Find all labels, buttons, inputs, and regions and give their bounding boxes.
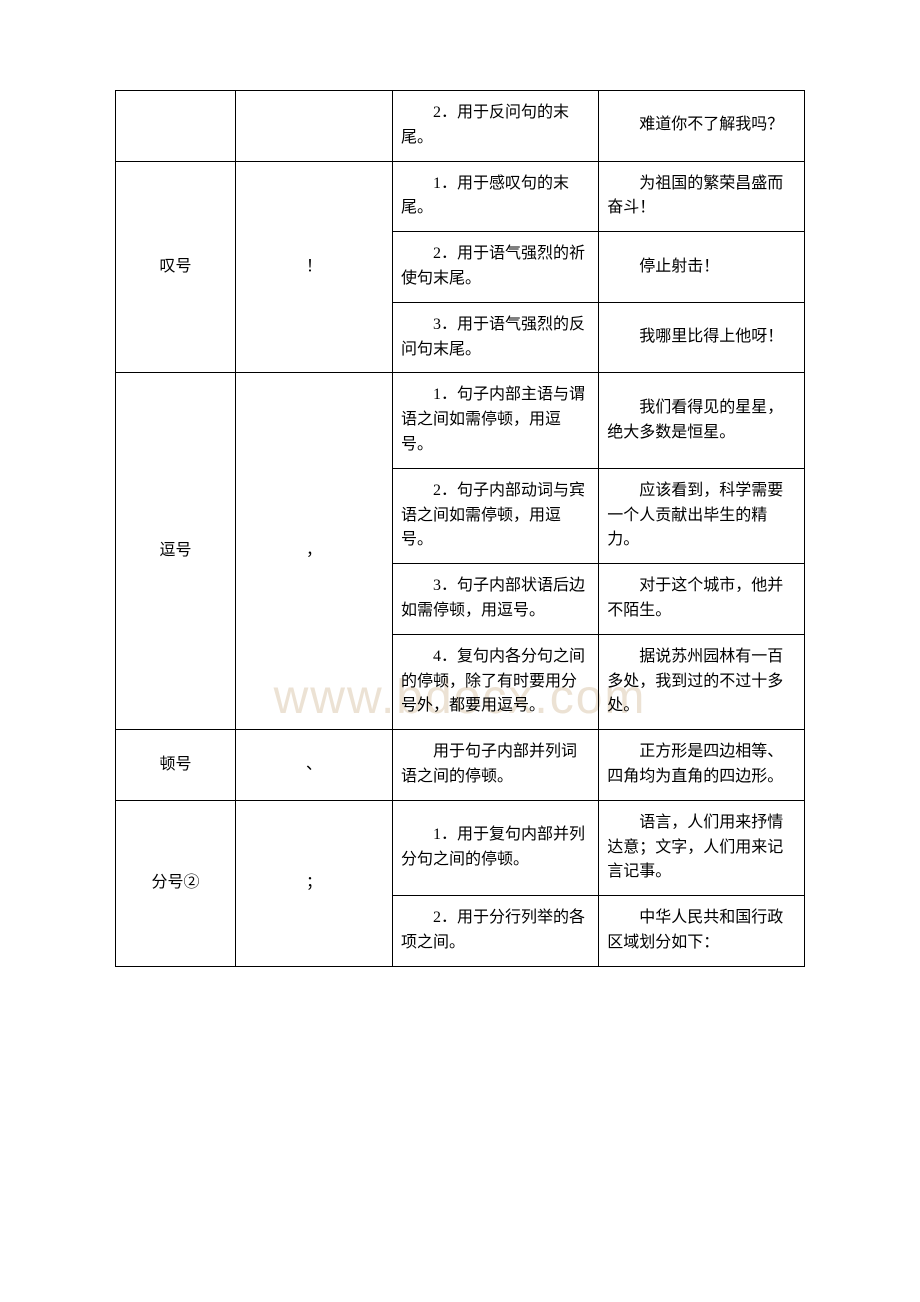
cell-example: 据说苏州园林有一百多处，我到过的不过十多处。 bbox=[599, 634, 805, 729]
cell-name bbox=[116, 91, 236, 162]
cell-symbol: ！ bbox=[236, 161, 393, 373]
cell-usage: 2．用于反问句的末尾。 bbox=[393, 91, 599, 162]
cell-example: 我哪里比得上他呀！ bbox=[599, 302, 805, 373]
table-row: 2．用于反问句的末尾。 难道你不了解我吗？ bbox=[116, 91, 805, 162]
cell-usage: 用于句子内部并列词语之间的停顿。 bbox=[393, 730, 599, 801]
cell-example: 为祖国的繁荣昌盛而奋斗！ bbox=[599, 161, 805, 232]
cell-example: 停止射击！ bbox=[599, 232, 805, 303]
cell-usage: 3．用于语气强烈的反问句末尾。 bbox=[393, 302, 599, 373]
cell-symbol: 、 bbox=[236, 730, 393, 801]
cell-example: 我们看得见的星星，绝大多数是恒星。 bbox=[599, 373, 805, 468]
cell-example: 对于这个城市，他并不陌生。 bbox=[599, 564, 805, 635]
table-row: 分号② ； 1．用于复句内部并列分句之间的停顿。 语言，人们用来抒情达意；文字，… bbox=[116, 800, 805, 895]
cell-example: 应该看到，科学需要一个人贡献出毕生的精力。 bbox=[599, 468, 805, 563]
cell-usage: 1．用于感叹句的末尾。 bbox=[393, 161, 599, 232]
cell-symbol: ； bbox=[236, 800, 393, 966]
cell-usage: 3．句子内部状语后边如需停顿，用逗号。 bbox=[393, 564, 599, 635]
cell-usage: 2．句子内部动词与宾语之间如需停顿，用逗号。 bbox=[393, 468, 599, 563]
cell-name: 逗号 bbox=[116, 373, 236, 730]
cell-usage: 1．句子内部主语与谓语之间如需停顿，用逗号。 bbox=[393, 373, 599, 468]
table-row: 叹号 ！ 1．用于感叹句的末尾。 为祖国的繁荣昌盛而奋斗！ bbox=[116, 161, 805, 232]
cell-example: 难道你不了解我吗？ bbox=[599, 91, 805, 162]
cell-symbol: ， bbox=[236, 373, 393, 730]
cell-symbol bbox=[236, 91, 393, 162]
cell-example: 语言，人们用来抒情达意；文字，人们用来记言记事。 bbox=[599, 800, 805, 895]
table-body: 2．用于反问句的末尾。 难道你不了解我吗？ 叹号 ！ 1．用于感叹句的末尾。 为… bbox=[116, 91, 805, 967]
cell-usage: 2．用于语气强烈的祈使句末尾。 bbox=[393, 232, 599, 303]
cell-name: 分号② bbox=[116, 800, 236, 966]
cell-usage: 2．用于分行列举的各项之间。 bbox=[393, 896, 599, 967]
cell-name: 叹号 bbox=[116, 161, 236, 373]
cell-name: 顿号 bbox=[116, 730, 236, 801]
punctuation-table: 2．用于反问句的末尾。 难道你不了解我吗？ 叹号 ！ 1．用于感叹句的末尾。 为… bbox=[115, 90, 805, 967]
table-row: 顿号 、 用于句子内部并列词语之间的停顿。 正方形是四边相等、四角均为直角的四边… bbox=[116, 730, 805, 801]
cell-usage: 4．复句内各分句之间的停顿，除了有时要用分号外，都要用逗号。 bbox=[393, 634, 599, 729]
cell-example: 正方形是四边相等、四角均为直角的四边形。 bbox=[599, 730, 805, 801]
table-row: 逗号 ， 1．句子内部主语与谓语之间如需停顿，用逗号。 我们看得见的星星，绝大多… bbox=[116, 373, 805, 468]
cell-example: 中华人民共和国行政区域划分如下： bbox=[599, 896, 805, 967]
document-page: www.bdocx.com 2．用于反问句的末尾。 难道你不了解我吗？ 叹号 ！… bbox=[0, 0, 920, 1302]
cell-usage: 1．用于复句内部并列分句之间的停顿。 bbox=[393, 800, 599, 895]
